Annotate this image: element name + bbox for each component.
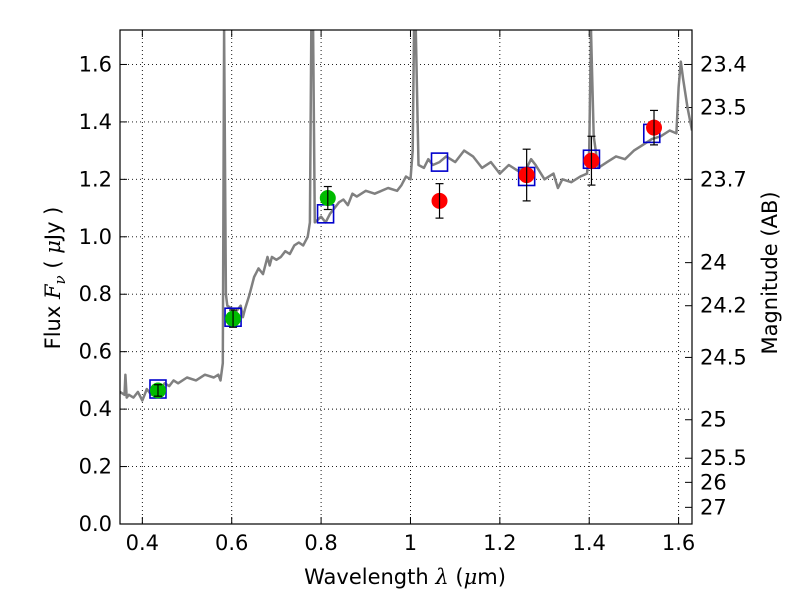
y-tick-label: 0.2 (79, 455, 112, 479)
y-axis-label: Flux Fν ( μJy ) (41, 207, 69, 350)
plot-frame (119, 29, 693, 525)
y-tick-label: 1.4 (79, 110, 112, 134)
plot-area (120, 30, 692, 402)
x-tick-label: 0.6 (215, 531, 248, 555)
y2-tick-label: 25.5 (700, 446, 747, 470)
y2-axis-label: Magnitude (AB) (758, 191, 782, 354)
x-tick-label: 1 (404, 531, 417, 555)
y2-tick-label: 24 (700, 251, 727, 275)
y2-tick-label: 25 (700, 408, 727, 432)
y-tick-label: 1.6 (79, 52, 112, 76)
y2-tick-label: 27 (700, 495, 727, 519)
x-tick-label: 1.4 (573, 531, 606, 555)
y2-tick-label: 24.2 (700, 294, 747, 318)
y2-tick-label: 23.5 (700, 96, 747, 120)
spectrum-line (120, 30, 692, 402)
y-tick-label: 0.0 (79, 512, 112, 536)
y2-tick-label: 23.4 (700, 52, 747, 76)
x-axis-label: Wavelength λ (μm) (304, 565, 506, 589)
y-tick-label: 1.0 (79, 225, 112, 249)
x-tick-label: 0.4 (126, 531, 159, 555)
model-photometry-square (430, 152, 449, 172)
x-ticks: 0.4 0.6 0.8 1 1.2 1.4 1.6 (126, 30, 695, 555)
x-tick-label: 1.6 (662, 531, 695, 555)
y2-tick-label: 24.5 (700, 345, 747, 369)
y-ticks: 0.0 0.2 0.4 0.6 0.8 1.0 1.2 1.4 1.6 (79, 52, 127, 536)
x-tick-label: 1.2 (483, 531, 516, 555)
y2-tick-label: 26 (700, 470, 727, 494)
y-tick-label: 0.8 (79, 282, 112, 306)
y-tick-label: 0.6 (79, 340, 112, 364)
grid-layer (120, 30, 692, 525)
y-tick-label: 1.2 (79, 167, 112, 191)
y2-tick-label: 23.7 (700, 167, 747, 191)
y-tick-label: 0.4 (79, 397, 112, 421)
x-tick-label: 0.8 (304, 531, 337, 555)
